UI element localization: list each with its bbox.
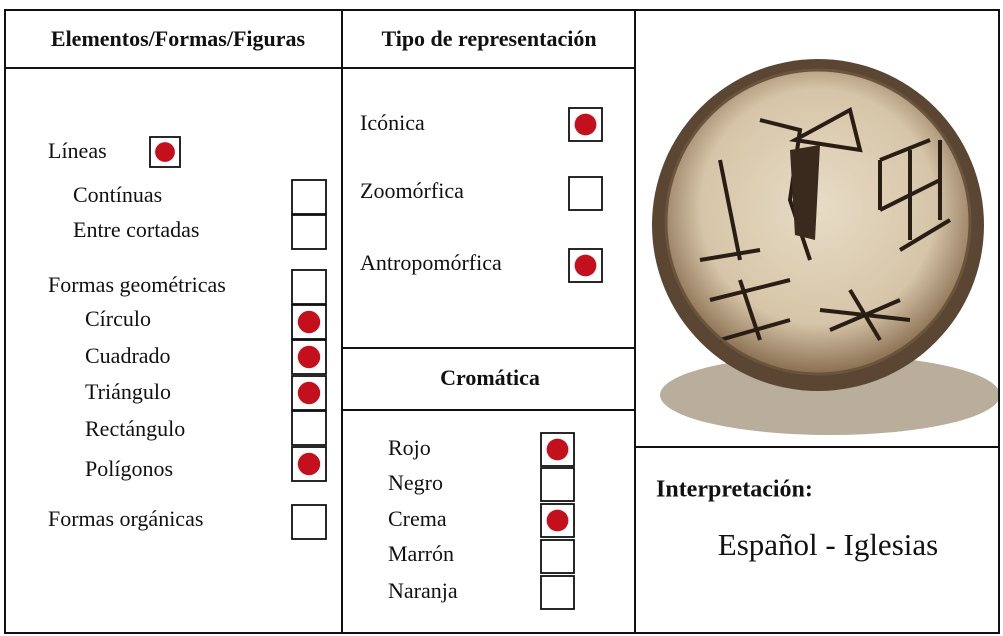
item-label: Contínuas bbox=[73, 182, 162, 207]
checkbox bbox=[568, 176, 603, 211]
check-mark bbox=[297, 310, 321, 334]
item-label: Formas geométricas bbox=[48, 272, 226, 297]
item-label: Entre cortadas bbox=[73, 217, 199, 242]
photo bbox=[652, 59, 999, 435]
checkbox bbox=[291, 179, 327, 215]
checkbox bbox=[291, 410, 327, 446]
item-label: Marrón bbox=[388, 541, 454, 566]
check-mark bbox=[574, 113, 597, 136]
item-label: Negro bbox=[388, 470, 443, 495]
checkbox bbox=[291, 214, 327, 250]
check-mark bbox=[574, 254, 597, 277]
check-mark bbox=[546, 438, 569, 461]
column-title: Tipo de representación bbox=[381, 26, 596, 51]
item-label: Triángulo bbox=[85, 379, 171, 404]
interpretation-value: Español - Iglesias bbox=[718, 527, 938, 562]
check-mark bbox=[297, 345, 321, 369]
item-label: Polígonos bbox=[85, 456, 173, 481]
column-title: Elementos/Formas/Figuras bbox=[51, 26, 306, 51]
grid-lines bbox=[4, 9, 1000, 634]
item-label: Antropomórfica bbox=[360, 250, 502, 275]
check-mark bbox=[297, 381, 321, 405]
item-label: Cuadrado bbox=[85, 343, 171, 368]
item-label: Círculo bbox=[85, 306, 151, 331]
section-title: Cromática bbox=[440, 365, 540, 390]
item-label: Rectángulo bbox=[85, 416, 185, 441]
checkbox bbox=[291, 504, 327, 540]
item-label: Icónica bbox=[360, 110, 425, 135]
checkbox bbox=[291, 339, 327, 375]
item-label: Formas orgánicas bbox=[48, 506, 203, 531]
check-mark bbox=[297, 452, 321, 476]
interpretation-title: Interpretación: bbox=[656, 477, 813, 503]
item-label: Rojo bbox=[388, 435, 431, 460]
checkbox bbox=[291, 269, 327, 305]
item-label: Naranja bbox=[388, 578, 458, 603]
check-mark bbox=[546, 509, 569, 532]
checkbox bbox=[540, 539, 575, 574]
checkbox bbox=[540, 467, 575, 502]
item-label: Zoomórfica bbox=[360, 178, 464, 203]
item-label: Líneas bbox=[48, 138, 107, 163]
checkbox bbox=[540, 575, 575, 610]
item-label: Crema bbox=[388, 506, 447, 531]
checkbox bbox=[568, 107, 603, 142]
check-mark bbox=[155, 142, 175, 162]
